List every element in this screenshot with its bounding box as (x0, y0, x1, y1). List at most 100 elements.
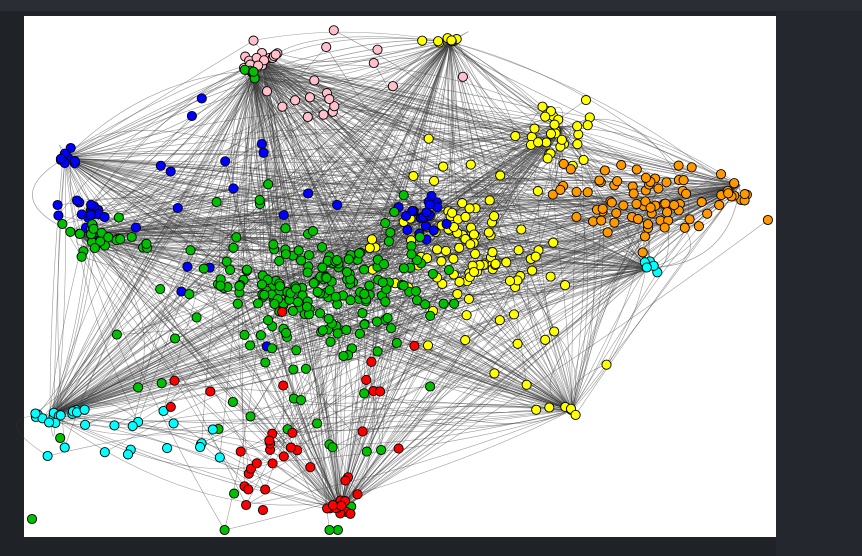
node (628, 188, 639, 199)
edge (79, 234, 297, 351)
node (378, 259, 390, 270)
node (470, 248, 481, 259)
node (391, 337, 402, 349)
edge (79, 234, 341, 511)
node (89, 243, 100, 254)
edge (224, 409, 573, 531)
edge (64, 74, 253, 159)
node (126, 231, 137, 243)
node (278, 380, 289, 391)
edge (49, 303, 444, 416)
node (417, 35, 428, 46)
node (653, 183, 664, 194)
edge (258, 61, 263, 285)
node (532, 186, 543, 197)
node (632, 214, 644, 225)
node (641, 262, 652, 273)
edge (94, 214, 421, 243)
edge (79, 234, 352, 507)
edge (132, 61, 263, 427)
node (291, 345, 302, 356)
edge (251, 64, 578, 127)
node (53, 210, 64, 221)
node (495, 170, 506, 181)
edge (90, 199, 421, 216)
node (398, 190, 409, 201)
node (400, 211, 412, 222)
edge (261, 61, 532, 138)
node (408, 171, 419, 182)
node (231, 232, 242, 243)
node (387, 81, 398, 92)
node (296, 255, 307, 266)
node (122, 449, 134, 460)
node (389, 206, 400, 218)
node (372, 346, 383, 357)
node (425, 381, 436, 392)
edge (272, 57, 563, 129)
edge (550, 110, 741, 186)
node (155, 284, 166, 295)
edge (64, 157, 522, 230)
edge (108, 212, 421, 238)
node (572, 139, 583, 150)
edge (64, 70, 251, 159)
node (285, 442, 296, 453)
node (292, 297, 303, 308)
node (460, 335, 471, 346)
node (457, 71, 468, 82)
node (327, 442, 338, 453)
node (618, 200, 629, 211)
node (290, 283, 302, 294)
node (338, 350, 349, 362)
node (290, 95, 301, 106)
node (185, 245, 196, 256)
node (572, 121, 583, 132)
node (715, 169, 727, 180)
edge (47, 406, 573, 457)
edge (79, 181, 601, 236)
node (545, 271, 556, 282)
edge (261, 61, 741, 186)
edge (251, 74, 692, 168)
node (510, 131, 521, 142)
edge (108, 41, 451, 238)
node (267, 458, 278, 469)
node (420, 299, 431, 310)
node (305, 462, 316, 473)
edge (339, 219, 769, 511)
node (198, 263, 209, 274)
node (258, 147, 269, 158)
edge (70, 231, 573, 411)
node (303, 250, 315, 261)
edge (364, 184, 741, 394)
edge (49, 279, 221, 416)
edge (251, 74, 651, 269)
node (606, 197, 617, 208)
node (55, 410, 66, 421)
edge (94, 240, 341, 511)
node (739, 189, 750, 200)
edge (250, 41, 451, 417)
node (324, 94, 335, 105)
edge (64, 157, 699, 227)
edge (251, 74, 507, 263)
node (59, 442, 70, 453)
node (548, 237, 559, 248)
edge (64, 157, 266, 490)
node (251, 458, 262, 469)
node (549, 119, 560, 130)
node (308, 278, 319, 289)
node (432, 244, 443, 255)
node (330, 291, 341, 302)
node (448, 253, 459, 264)
edge (81, 61, 263, 215)
node (639, 231, 651, 242)
node (235, 446, 246, 457)
edge (177, 207, 341, 511)
edge (351, 267, 651, 349)
edge (571, 267, 648, 411)
node (428, 225, 439, 236)
node (530, 251, 541, 262)
